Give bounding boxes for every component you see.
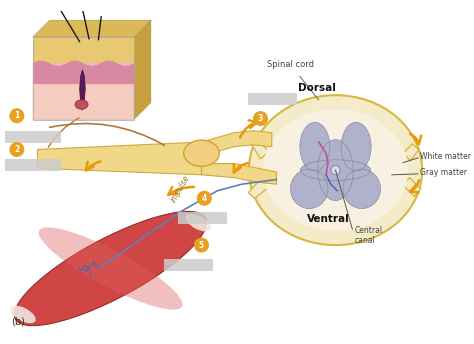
Polygon shape	[403, 144, 419, 161]
FancyBboxPatch shape	[248, 93, 297, 106]
FancyBboxPatch shape	[164, 259, 213, 271]
FancyBboxPatch shape	[5, 131, 61, 143]
Text: 3: 3	[258, 114, 263, 123]
Ellipse shape	[341, 122, 371, 171]
Ellipse shape	[263, 109, 408, 231]
Ellipse shape	[10, 306, 36, 323]
Ellipse shape	[343, 169, 381, 208]
Ellipse shape	[185, 214, 211, 232]
Polygon shape	[134, 20, 151, 119]
Polygon shape	[403, 178, 421, 196]
Text: Dorsal: Dorsal	[298, 83, 336, 93]
Text: Gray matter: Gray matter	[420, 168, 467, 176]
Text: impulse: impulse	[169, 174, 192, 204]
Text: Spinal cord: Spinal cord	[267, 60, 314, 69]
Polygon shape	[201, 131, 272, 156]
Polygon shape	[248, 180, 269, 198]
Ellipse shape	[291, 169, 328, 208]
Circle shape	[253, 111, 268, 126]
Polygon shape	[33, 61, 134, 84]
Ellipse shape	[75, 100, 88, 109]
Text: 5: 5	[199, 240, 204, 250]
Polygon shape	[251, 140, 269, 159]
Ellipse shape	[301, 160, 371, 181]
Circle shape	[9, 142, 24, 157]
Text: 2: 2	[14, 145, 19, 154]
Polygon shape	[33, 20, 151, 37]
FancyBboxPatch shape	[5, 159, 61, 171]
Polygon shape	[33, 63, 134, 84]
Polygon shape	[14, 212, 207, 326]
Polygon shape	[33, 37, 134, 63]
Polygon shape	[201, 163, 276, 184]
Text: Ventral: Ventral	[307, 214, 349, 224]
Ellipse shape	[249, 95, 422, 245]
Circle shape	[197, 191, 212, 206]
Polygon shape	[33, 84, 134, 119]
Ellipse shape	[184, 140, 219, 166]
Ellipse shape	[300, 122, 330, 171]
FancyBboxPatch shape	[178, 212, 227, 225]
Text: Central
canal: Central canal	[354, 226, 383, 245]
Circle shape	[331, 165, 340, 175]
Ellipse shape	[39, 227, 182, 310]
Text: (b): (b)	[11, 317, 25, 327]
Polygon shape	[37, 142, 201, 175]
Circle shape	[194, 238, 209, 252]
Circle shape	[9, 108, 24, 123]
Text: 1: 1	[14, 111, 19, 120]
Text: White matter: White matter	[420, 152, 471, 161]
Ellipse shape	[318, 140, 353, 201]
Polygon shape	[80, 70, 85, 110]
Text: 4: 4	[201, 194, 207, 203]
